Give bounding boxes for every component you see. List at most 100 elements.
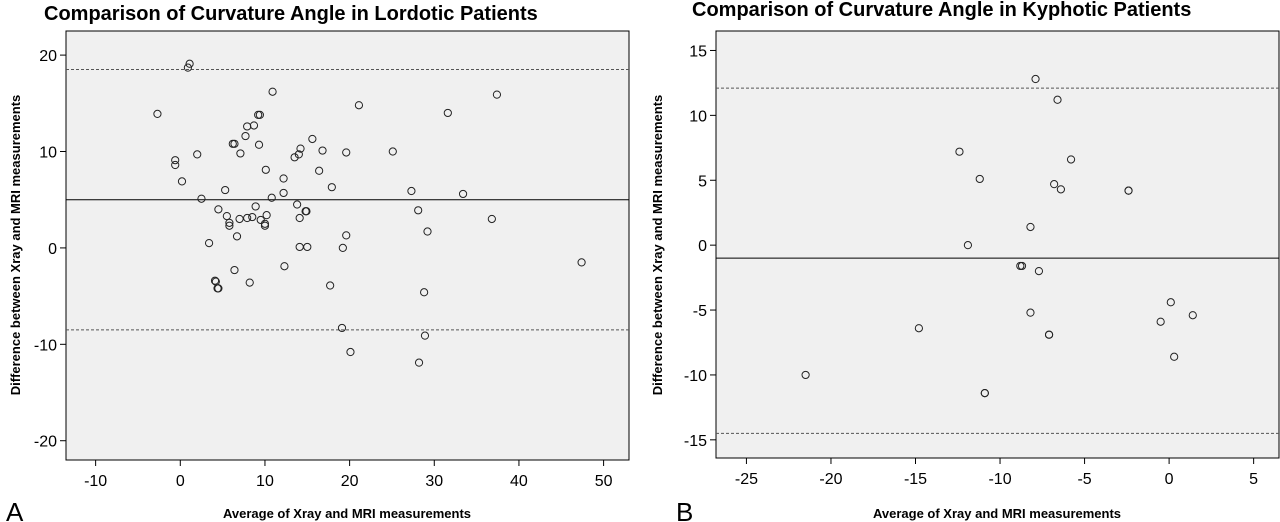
- panel-a-data-point: [214, 205, 223, 214]
- panel-a-x-tick-label: 50: [595, 473, 613, 490]
- panel-b-data-point: [1034, 267, 1044, 276]
- panel-a-data-point: [262, 211, 271, 220]
- panel-a-data-point: [301, 207, 310, 216]
- panel-b-y-tick-label: -15: [684, 433, 707, 450]
- panel-b-data-point: [1017, 261, 1027, 271]
- panel-a-data-point: [279, 174, 288, 183]
- panel-b-data-point: [1056, 185, 1066, 194]
- panel-a-data-point: [197, 194, 206, 203]
- panel-a-data-point: [492, 90, 502, 99]
- panel-a-data-point: [230, 265, 239, 275]
- panel-a-y-tick-label: -10: [34, 337, 57, 354]
- panel-a-data-point: [279, 188, 288, 198]
- panel-a-x-tick-label: -10: [84, 473, 107, 490]
- panel-a-data-point: [296, 144, 305, 153]
- panel-a-data-point: [420, 331, 430, 340]
- panel-a-data-point: [414, 206, 423, 215]
- panel-b-marks: -15 -10 -5 0 5 10 15 -25 -20 -15 -10 -5 0 5: [684, 43, 1279, 488]
- panel-b-data-point: [1044, 330, 1054, 339]
- panel-b-data-point: [980, 389, 989, 398]
- panel-a-data-point: [346, 347, 355, 357]
- panel-a-letter: A: [6, 497, 24, 522]
- panel-b-y-tick-label: -10: [684, 368, 707, 385]
- panel-b-x-tick-label: 0: [1165, 471, 1174, 488]
- panel-a-data-point: [315, 166, 324, 175]
- panel-b-data-point: [1050, 180, 1059, 189]
- panel-b-y-tick-label: 0: [698, 238, 707, 255]
- panel-a-data-point: [407, 186, 416, 196]
- panel-a-data-point: [577, 258, 586, 267]
- panel-a-y-tick-label: -20: [34, 434, 57, 451]
- panel-b-x-tick-label: -15: [904, 471, 927, 488]
- panel-a-data-point: [214, 284, 223, 293]
- panel-a-data-point: [423, 227, 432, 236]
- panel-b-data-point: [1026, 308, 1035, 317]
- panel-a-data-point: [243, 213, 252, 223]
- panel-a-y-tick-label: 20: [39, 48, 57, 65]
- panel-a-data-point: [153, 109, 162, 119]
- panel-a-data-point: [171, 160, 180, 170]
- panel-a-data-point: [225, 218, 234, 227]
- panel-b-data-point: [914, 324, 923, 333]
- panel-a-plot-area: [65, 30, 630, 461]
- panel-a-data-point: [185, 59, 194, 68]
- panel-b-x-tick-label: -20: [819, 471, 842, 488]
- panel-b-letter: B: [676, 497, 693, 522]
- panel-b-plot-area: [715, 30, 1280, 459]
- panel-b-x-axis-label: Average of Xray and MRI measurements: [873, 506, 1121, 521]
- panel-b-x-tick-label: -10: [988, 471, 1011, 488]
- panel-a-data-point: [342, 231, 351, 240]
- panel-a-data-point: [230, 139, 239, 148]
- panel-a-data-point: [487, 214, 496, 224]
- panel-a-x-tick-label: 0: [176, 473, 185, 490]
- panel-b-x-tick-label: -5: [1077, 471, 1091, 488]
- panel-b-x-tick-label: 5: [1249, 471, 1258, 488]
- panel-a-data-point: [236, 149, 245, 158]
- panel-a-data-point: [326, 281, 335, 290]
- panel-b-data-point: [1026, 222, 1035, 232]
- panel-a-title: Comparison of Curvature Angle in Lordoti…: [44, 3, 538, 25]
- panel-a-x-axis-label: Average of Xray and MRI measurements: [223, 506, 471, 521]
- panel-a-data-point: [308, 134, 317, 144]
- panel-b-data-point: [1188, 311, 1197, 320]
- panel-a-data-point: [458, 189, 468, 199]
- panel-a-data-point: [193, 150, 202, 159]
- panel-b-x-tick-label: -25: [735, 471, 758, 488]
- panel-a-data-point: [354, 101, 364, 110]
- panel-b-y-tick-label: -5: [693, 303, 707, 320]
- panel-a-data-point: [303, 242, 312, 252]
- panel-a-data-point: [177, 177, 187, 186]
- panel-a-data-point: [268, 87, 277, 96]
- panel-a-data-point: [254, 110, 263, 119]
- panel-a-data-point: [337, 323, 347, 333]
- panel-a-data-point: [245, 278, 254, 287]
- panel-b-data-point: [955, 147, 964, 156]
- panel-b-data-point: [963, 241, 973, 250]
- panel-a-y-tick-label: 0: [48, 241, 57, 258]
- panel-a-data-point: [225, 221, 234, 230]
- panel-a-data-point: [235, 214, 244, 224]
- panel-a-data-point: [280, 262, 289, 271]
- panel-a-data-point: [261, 165, 270, 174]
- panel-b-data-point: [1031, 74, 1040, 84]
- panel-a-data-point: [248, 212, 257, 222]
- panel-a-data-point: [290, 153, 299, 162]
- panel-a-data-point: [232, 232, 242, 241]
- panel-a-x-tick-label: 40: [510, 473, 528, 490]
- panel-a-x-tick-label: 20: [341, 473, 359, 490]
- panel-a-marks: -20 -10 0 10 20 -10 0 10 20 30 40 50: [34, 48, 629, 490]
- panel-a-data-point: [241, 131, 250, 141]
- panel-a-data-point: [414, 358, 424, 367]
- panel-a-data-point: [294, 150, 303, 159]
- panel-a-data-point: [251, 202, 260, 211]
- panel-a-data-point: [210, 276, 220, 285]
- panel-b-data-point: [801, 370, 810, 380]
- panel-b-data-point: [1124, 186, 1133, 195]
- panel-a-data-point: [260, 221, 270, 230]
- panel-a-data-point: [293, 200, 302, 209]
- panel-a-data-point: [243, 122, 252, 131]
- panel-a-data-point: [254, 140, 264, 149]
- panel-a-y-tick-label: 10: [39, 145, 57, 162]
- panel-a-data-point: [327, 183, 336, 192]
